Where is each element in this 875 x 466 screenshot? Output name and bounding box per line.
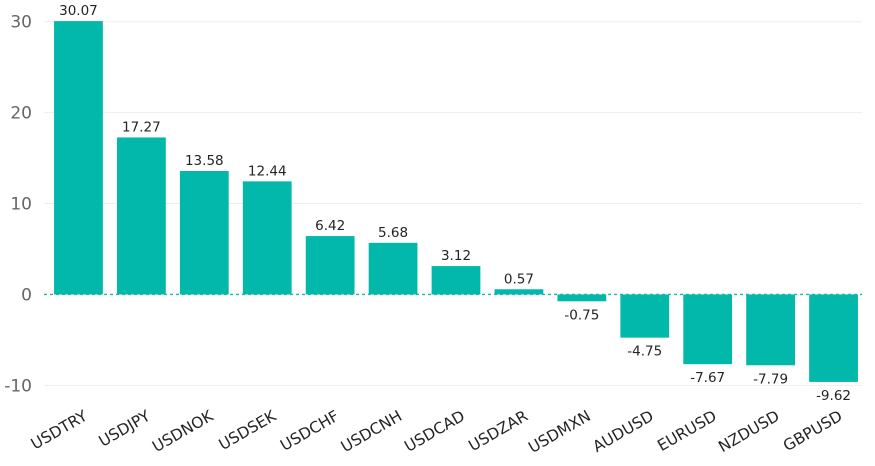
x-tick-label: USDTRY [28,407,91,454]
y-tick-label: 30 [10,13,32,33]
x-tick-label: USDCAD [401,407,468,456]
bar [179,171,229,295]
x-tick-label: USDCNH [338,407,405,456]
bar [494,289,544,295]
x-tick-label: AUDUSD [590,407,657,456]
data-label: 6.42 [315,218,345,234]
x-tick-label: USDNOK [149,406,217,456]
data-label: 3.12 [441,248,471,264]
bar [683,294,733,365]
data-label: 30.07 [59,3,98,19]
bar [809,294,858,382]
bar [305,236,355,295]
x-tick-label: GBPUSD [780,407,845,455]
bar [117,137,166,295]
bar [54,21,103,295]
x-tick-label: USDJPY [96,407,154,451]
data-label: 17.27 [122,119,161,135]
data-label: -4.75 [627,344,662,360]
data-label: -9.62 [816,388,851,404]
bar [746,294,795,366]
bar [242,181,292,295]
y-axis: 30 20 10 0 -10 [4,13,32,397]
x-tick-label: EURUSD [654,407,719,455]
data-label: 5.68 [378,225,408,241]
x-tick-label: USDZAR [466,407,532,455]
x-tick-label: NZDUSD [715,407,782,456]
y-tick-label: 10 [10,195,32,215]
y-tick-label: 0 [21,285,32,305]
bar [431,266,481,295]
bar [557,294,607,302]
bars [54,21,858,382]
x-tick-label: USDSEK [216,406,280,453]
y-tick-label: -10 [4,376,32,396]
bar [620,294,670,338]
x-tick-label: USDMXN [525,407,594,457]
data-label: -0.75 [564,307,599,323]
data-label: 13.58 [185,153,224,169]
gridlines [44,21,862,386]
y-tick-label: 20 [10,104,32,124]
bar [368,242,418,295]
data-labels: 30.07 17.27 13.58 12.44 6.42 5.68 3.12 0.57 -0.7… [59,3,851,404]
data-label: 0.57 [504,271,534,287]
x-tick-label: USDCHF [277,407,342,455]
data-label: -7.67 [690,370,725,386]
data-label: -7.79 [753,371,788,387]
data-label: 12.44 [248,163,287,179]
